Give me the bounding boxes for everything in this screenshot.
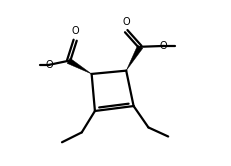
Polygon shape [126, 45, 143, 71]
Polygon shape [67, 58, 92, 74]
Text: O: O [71, 26, 79, 36]
Text: O: O [45, 60, 53, 70]
Text: O: O [122, 17, 130, 27]
Text: O: O [159, 41, 167, 51]
